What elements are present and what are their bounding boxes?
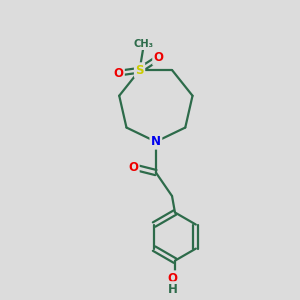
Text: O: O [168, 272, 178, 285]
Text: CH₃: CH₃ [134, 39, 154, 49]
Text: S: S [135, 64, 144, 77]
Text: N: N [151, 135, 161, 148]
Text: O: O [128, 161, 138, 174]
Text: O: O [154, 51, 164, 64]
Text: O: O [113, 67, 123, 80]
Text: H: H [168, 283, 178, 296]
